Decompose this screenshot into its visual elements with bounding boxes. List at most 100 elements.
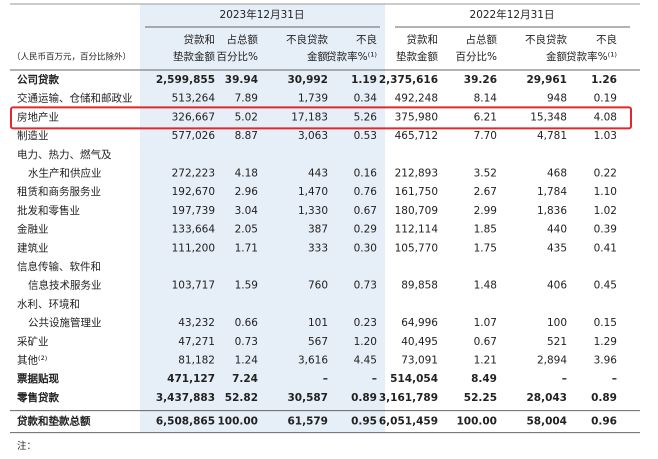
row-label: 其他⁽²⁾ — [17, 354, 48, 367]
cell: 0.53 — [354, 130, 377, 142]
cell: 100.00 — [456, 416, 497, 428]
cell: 61,579 — [287, 416, 328, 428]
cell: 1.71 — [235, 242, 258, 254]
cell: 58,004 — [526, 416, 567, 428]
cell: – — [612, 373, 617, 385]
cell: 0.73 — [354, 280, 377, 292]
cell: – — [323, 373, 328, 385]
cell: 2,375,616 — [379, 74, 438, 86]
cell: 514,054 — [390, 373, 438, 385]
cell: 212,893 — [395, 168, 438, 180]
cell: 492,248 — [395, 93, 438, 105]
row-label: 票据贴现 — [17, 372, 59, 385]
row-label: 交通运输、仓储和邮政业 — [17, 92, 133, 105]
cell: 1,330 — [298, 205, 328, 217]
column-header: 不良 — [596, 33, 617, 46]
cell: 0.30 — [354, 242, 377, 254]
cell: 1.19 — [351, 74, 377, 86]
cell: 0.19 — [594, 93, 617, 105]
cell: 272,223 — [172, 168, 215, 180]
cell: 406 — [547, 280, 567, 292]
cell: 1.26 — [591, 74, 617, 86]
cell: 3,616 — [298, 355, 328, 367]
unit-note: （人民币百万元，百分比除外） — [12, 52, 131, 63]
cell: 52.82 — [225, 392, 258, 404]
cell: 47,271 — [178, 336, 215, 348]
cell: 4.18 — [235, 168, 258, 180]
row-label: 公司贷款 — [17, 73, 59, 86]
cell: – — [372, 373, 377, 385]
row-label: 批发和零售业 — [17, 204, 80, 217]
cell: 760 — [308, 280, 328, 292]
cell: 5.02 — [235, 111, 258, 123]
cell: 6,508,865 — [156, 416, 215, 428]
cell: 192,670 — [172, 186, 215, 198]
cell: 8.49 — [471, 373, 497, 385]
cell: 3,063 — [298, 130, 328, 142]
column-header: 贷款率%⁽¹⁾ — [566, 50, 617, 63]
cell: 3,161,789 — [379, 392, 438, 404]
cell: 17,183 — [291, 111, 328, 123]
row-label: 建筑业 — [17, 241, 49, 254]
row-label: 租赁和商务服务业 — [17, 185, 101, 198]
cell: – — [562, 373, 567, 385]
row-label: 制造业 — [17, 129, 49, 142]
column-header: 不良贷款 — [286, 33, 328, 46]
cell: 567 — [308, 336, 328, 348]
cell: 471,127 — [167, 373, 215, 385]
row-label: 水生产和供应业 — [28, 167, 102, 180]
cell: 29,961 — [526, 74, 567, 86]
cell: 3.96 — [594, 355, 618, 367]
cell: 4.45 — [354, 355, 377, 367]
cell: 105,770 — [395, 242, 438, 254]
cell: 577,026 — [172, 130, 216, 142]
cell: 375,980 — [395, 111, 438, 123]
cell: 3.04 — [235, 205, 259, 217]
period: 2023年12月31日 — [220, 8, 305, 21]
column-header: 垫款金额 — [173, 50, 215, 63]
row-label: 采矿业 — [17, 335, 49, 348]
cell: 1.20 — [354, 336, 377, 348]
cell: 1,836 — [537, 205, 567, 217]
cell: 387 — [308, 224, 328, 236]
cell: 1.85 — [474, 224, 497, 236]
cell: 1.24 — [235, 355, 259, 367]
cell: 15,348 — [530, 111, 567, 123]
cell: 948 — [547, 93, 567, 105]
cell: 0.95 — [351, 416, 377, 428]
cell: 7.24 — [232, 373, 258, 385]
cell: 0.23 — [354, 317, 377, 329]
cell: 2.05 — [235, 224, 258, 236]
cell: 1,739 — [298, 93, 328, 105]
cell: 100 — [547, 317, 567, 329]
highlight-column — [140, 4, 385, 432]
cell: 73,091 — [401, 355, 438, 367]
column-header: 不良贷款 — [525, 33, 567, 46]
cell: 0.67 — [474, 336, 497, 348]
row-label: 电力、热力、燃气及 — [17, 148, 112, 161]
cell: 2.67 — [474, 186, 497, 198]
cell: 521 — [547, 336, 567, 348]
row-label: 贷款和垫款总额 — [17, 415, 91, 428]
cell: 0.67 — [354, 205, 377, 217]
cell: 1.75 — [474, 242, 497, 254]
cell: 2.96 — [235, 186, 259, 198]
cell: 333 — [308, 242, 328, 254]
cell: 440 — [547, 224, 567, 236]
cell: 8.14 — [474, 93, 498, 105]
cell: 1.03 — [594, 130, 617, 142]
cell: 1.29 — [594, 336, 617, 348]
column-header: 百分比% — [456, 50, 497, 63]
cell: 161,750 — [395, 186, 438, 198]
column-header: 不良 — [356, 33, 377, 46]
cell: 89,858 — [401, 280, 438, 292]
cell: 7.70 — [474, 130, 497, 142]
cell: 28,043 — [526, 392, 567, 404]
cell: 0.15 — [594, 317, 617, 329]
cell: 4.08 — [594, 111, 617, 123]
cell: 0.29 — [354, 224, 377, 236]
cell: 1.48 — [474, 280, 497, 292]
footnote: 注： — [17, 440, 36, 452]
cell: 0.41 — [594, 242, 617, 254]
